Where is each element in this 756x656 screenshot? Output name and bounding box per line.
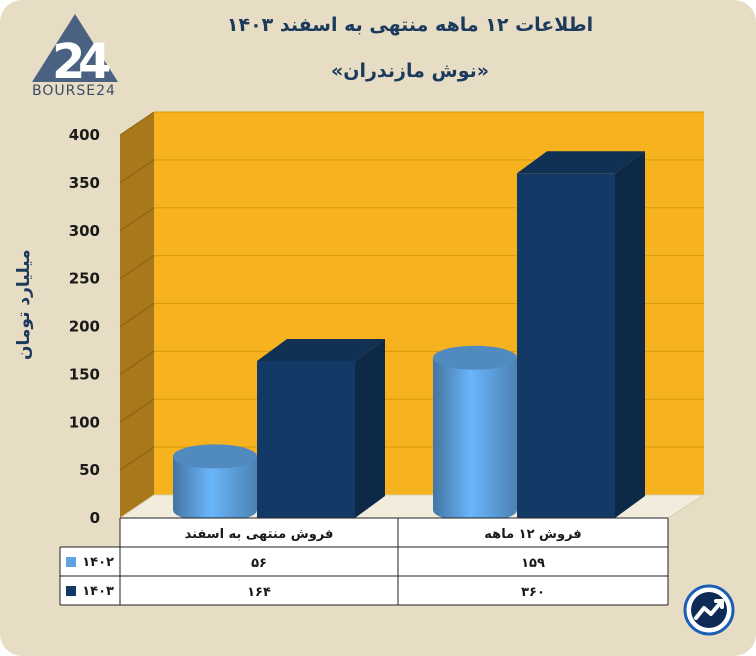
bar-1403-top [257, 338, 385, 361]
logo-text: BOURSE24 [32, 83, 116, 99]
category-label: فروش ۱۲ ماهه [484, 527, 581, 542]
gridline-side [119, 159, 155, 184]
gridline-side [119, 207, 155, 232]
gridline-side [119, 398, 155, 423]
table-header-row [120, 518, 668, 547]
bar-1402-top [433, 345, 517, 370]
bar-1402-top [173, 444, 257, 469]
y-tick-label: 350 [69, 174, 100, 192]
bar-1403-front [517, 173, 615, 519]
svg-text:4: 4 [78, 34, 111, 84]
table-value: ۱۶۴ [247, 585, 271, 600]
y-tick-label: 0 [90, 509, 100, 527]
bar-1402-cylinder [433, 357, 517, 522]
y-tick-label: 150 [69, 365, 100, 383]
bar-1403-side [355, 338, 385, 518]
gridline-side [119, 111, 155, 136]
legend-label: ۱۴۰۳ [82, 584, 114, 599]
category-label: فروش منتهی به اسفند [185, 527, 334, 542]
y-axis-label: میلیارد تومان [14, 249, 34, 361]
legend-swatch [66, 586, 76, 596]
gridline-side [119, 255, 155, 280]
bar-1403-side [615, 151, 645, 519]
bar-1403-front [257, 360, 355, 518]
legend-swatch [66, 557, 76, 567]
bourse24-chart-badge-icon[interactable] [683, 584, 735, 636]
bar-1402-cylinder [173, 456, 257, 522]
y-tick-label: 400 [69, 126, 100, 144]
legend-label: ۱۴۰۲ [82, 555, 114, 570]
gridline-side [119, 446, 155, 471]
table-value: ۱۵۹ [521, 556, 545, 571]
y-tick-label: 200 [69, 318, 100, 336]
y-tick-label: 100 [69, 413, 100, 431]
chart-subtitle: «نوش مازندران» [330, 60, 490, 82]
y-tick-label: 250 [69, 270, 100, 288]
svg-text:2: 2 [52, 34, 85, 84]
y-tick-label: 50 [79, 461, 100, 479]
bar-1403-top [517, 151, 645, 174]
bourse24-logo-icon: 2 4 [32, 14, 118, 84]
table-value: ۳۶۰ [521, 585, 545, 600]
chart-title: اطلاعات ۱۲ ماهه منتهی به اسفند ۱۴۰۳ [226, 14, 594, 36]
gridline-side [119, 350, 155, 375]
gridline-side [119, 303, 155, 327]
y-tick-label: 300 [69, 222, 100, 240]
table-value: ۵۶ [251, 556, 267, 571]
